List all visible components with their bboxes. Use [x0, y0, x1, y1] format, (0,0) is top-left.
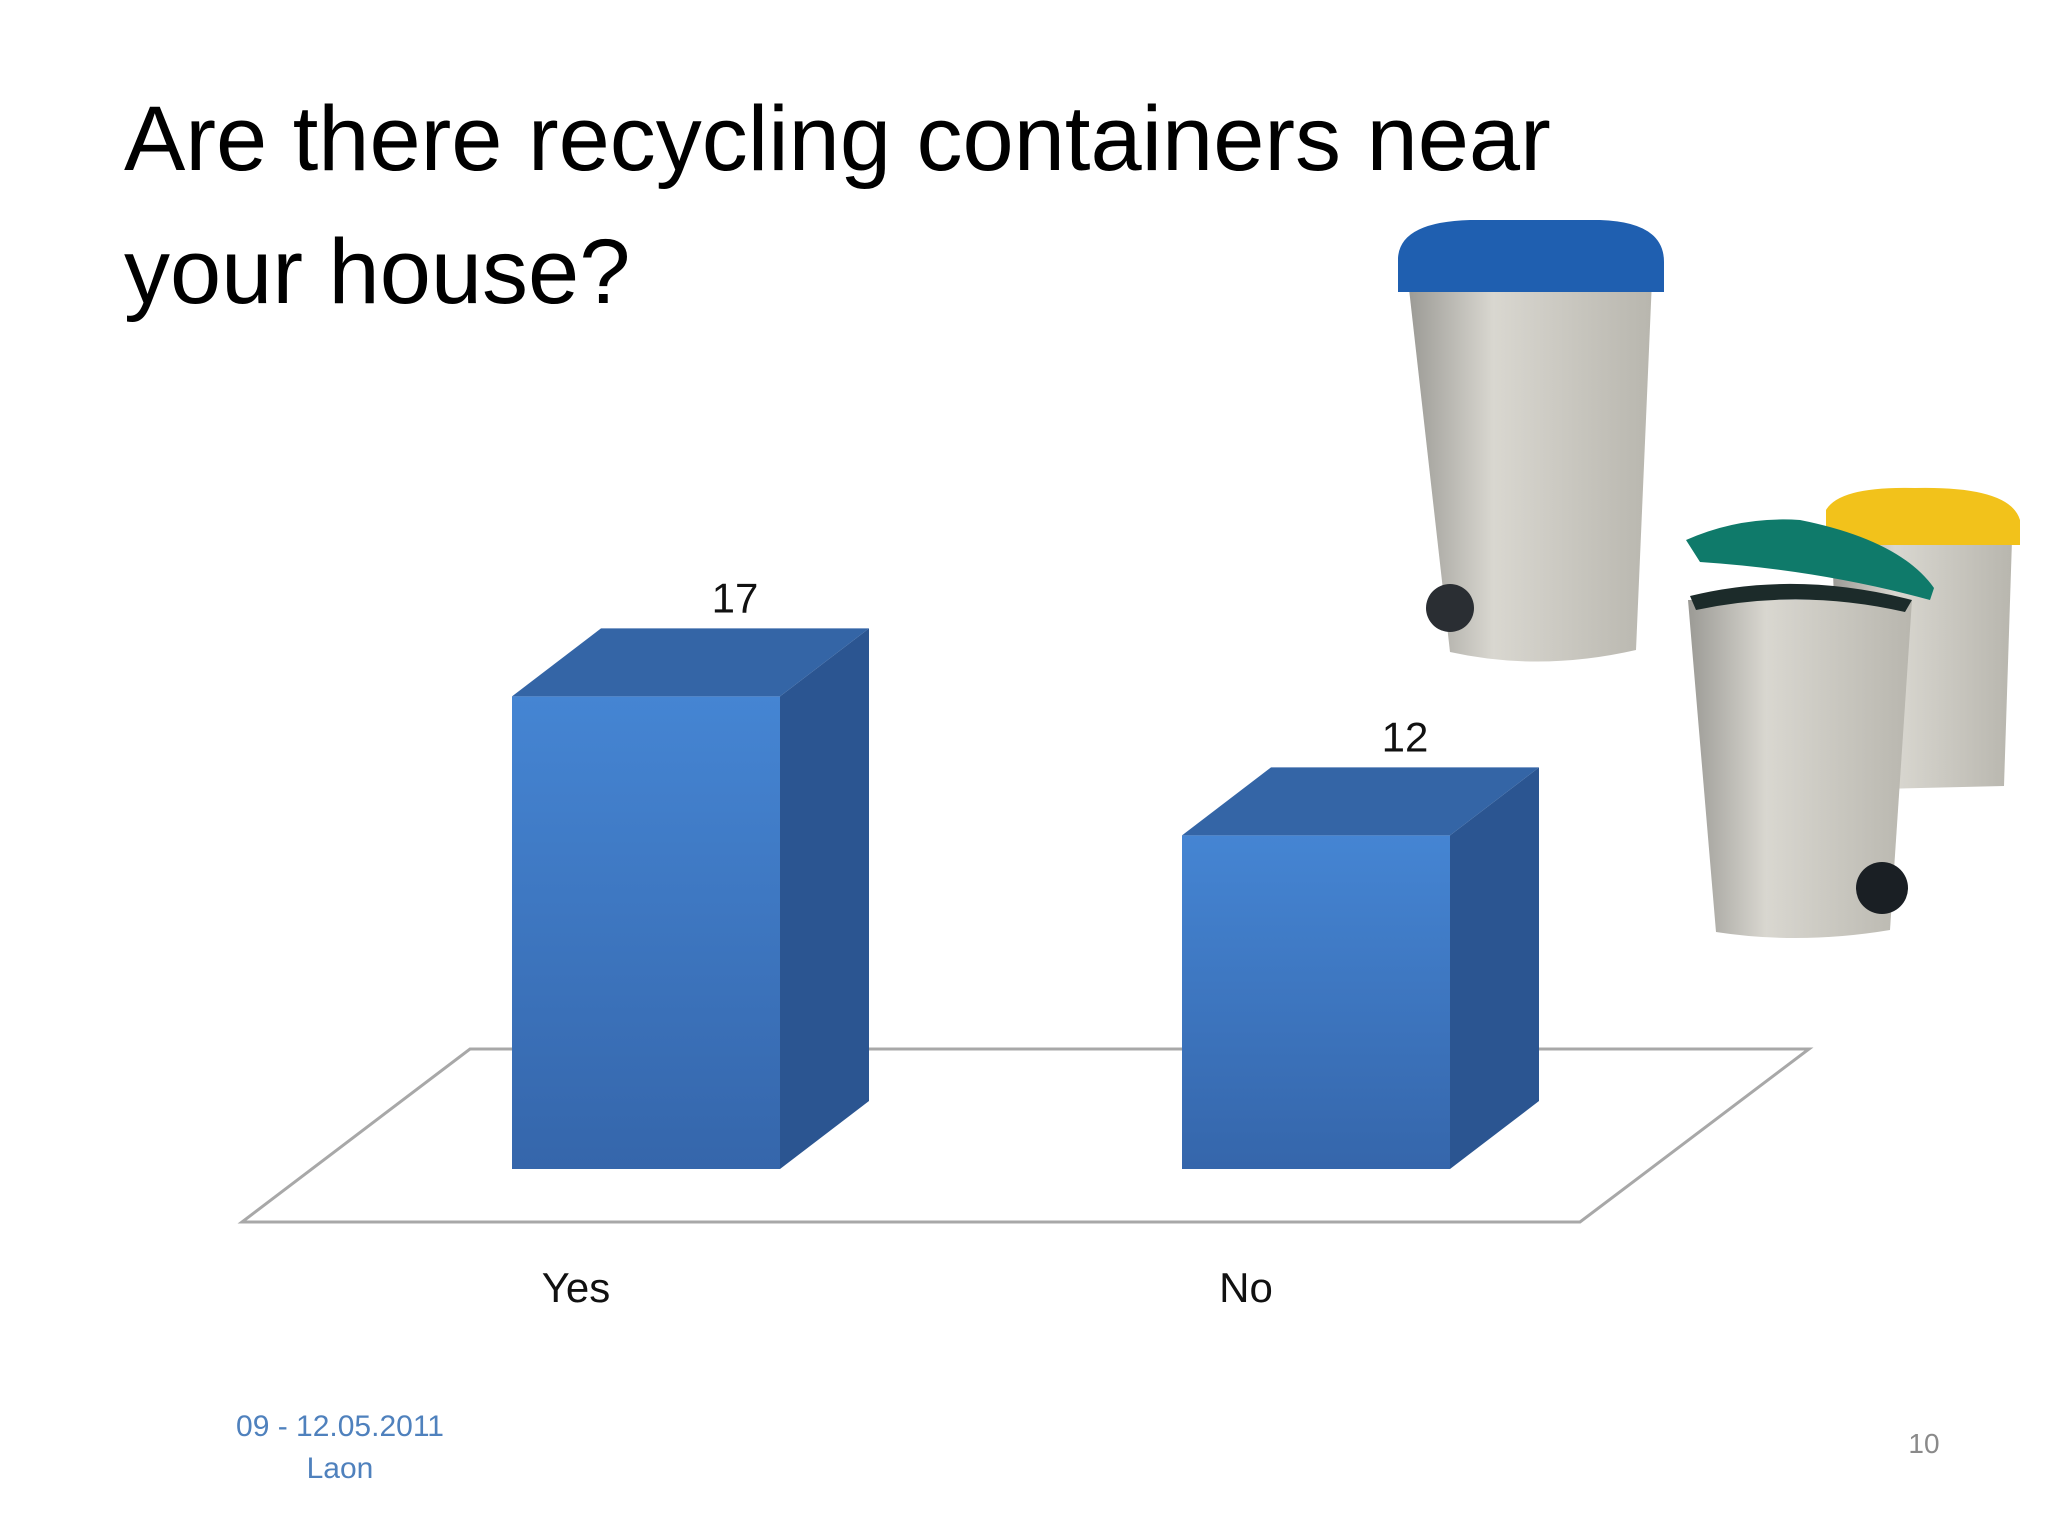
- bar-top: [1182, 767, 1539, 836]
- x-tick-label: No: [1219, 1264, 1273, 1311]
- data-label: 12: [1382, 713, 1429, 760]
- bar-side: [780, 628, 869, 1169]
- bins-illustration: [1398, 220, 2020, 939]
- bar-side: [1450, 767, 1539, 1169]
- footer-date: 09 - 12.05.2011: [236, 1410, 444, 1443]
- x-tick-label: Yes: [542, 1264, 611, 1311]
- data-label: 17: [712, 574, 759, 621]
- bar-top: [512, 628, 869, 697]
- floor: [237, 1047, 1814, 1224]
- chart-title: Are there recycling containers near your …: [124, 88, 1551, 323]
- footer-place: Laon: [307, 1452, 374, 1485]
- bar-front: [512, 696, 780, 1169]
- page-number: 10: [1908, 1428, 1939, 1459]
- bar-front: [1182, 835, 1450, 1169]
